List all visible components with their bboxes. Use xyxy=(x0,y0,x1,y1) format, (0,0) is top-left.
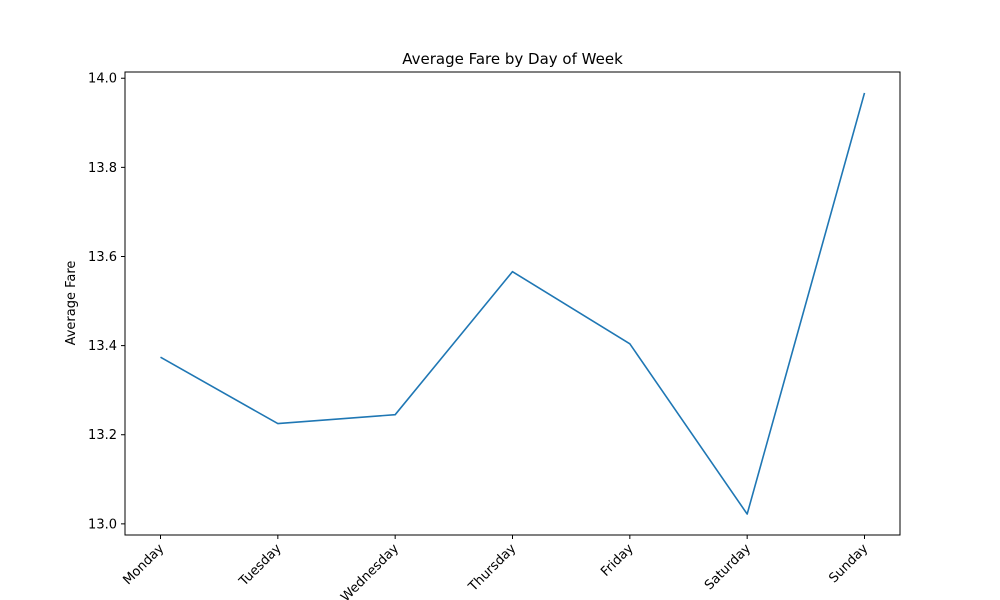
y-axis-label: Average Fare xyxy=(64,261,79,346)
series-line xyxy=(160,92,866,515)
y-tick-label: 14.0 xyxy=(88,72,117,87)
y-tick-label: 13.0 xyxy=(88,517,117,532)
series-layer xyxy=(160,92,866,515)
y-tick-label: 13.6 xyxy=(88,250,117,265)
y-tick-label: 13.8 xyxy=(88,161,117,176)
chart-title: Average Fare by Day of Week xyxy=(402,50,623,68)
y-tick-label: 13.4 xyxy=(88,339,117,354)
plot-frame xyxy=(124,71,901,536)
y-axis-ticks: 13.0 13.2 13.4 13.6 13.8 14.0 xyxy=(88,72,125,532)
y-tick-label: 13.2 xyxy=(88,428,117,443)
